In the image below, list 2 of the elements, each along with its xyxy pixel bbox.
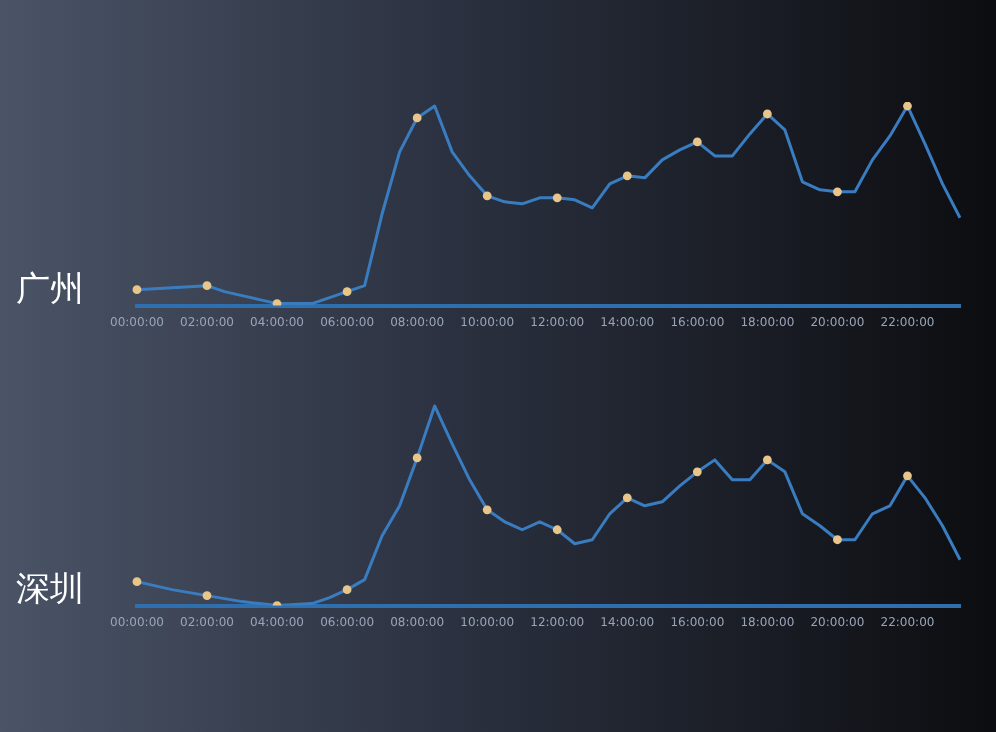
text: 广州 (16, 268, 84, 312)
text: 深圳 (16, 568, 84, 612)
